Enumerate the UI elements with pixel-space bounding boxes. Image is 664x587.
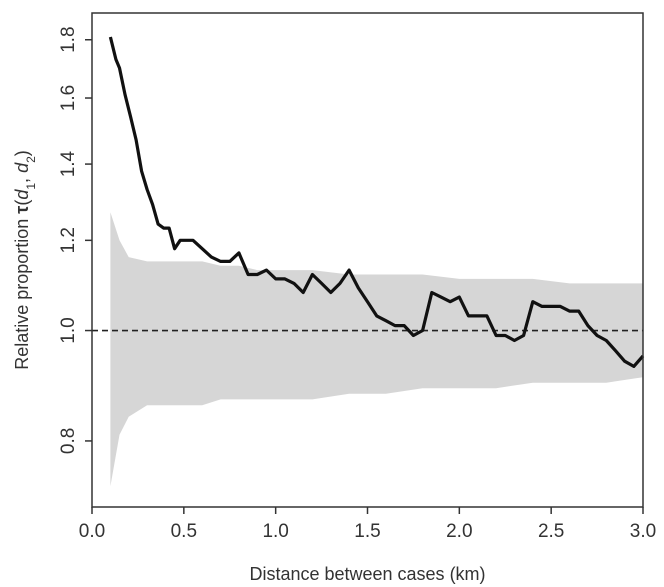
y-axis-title-prefix: Relative proportion: [12, 214, 32, 370]
x-tick-label: 1.5: [354, 521, 380, 542]
x-tick-label: 3.0: [630, 521, 656, 542]
y-tick-label: 1.8: [58, 26, 79, 52]
x-axis: 0.0 0.5 1.0 1.5 2.0 2.5 3.0: [79, 507, 656, 542]
y-axis: 0.8 1.0 1.2 1.4 1.6 1.8: [58, 26, 92, 454]
y-tick-label: 1.4: [58, 150, 79, 177]
x-axis-title: Distance between cases (km): [249, 564, 485, 584]
y-axis-title-arg1: d: [12, 189, 32, 200]
y-axis-title-comma: ,: [12, 173, 32, 183]
x-tick-label: 0.5: [171, 521, 197, 542]
x-tick-label: 2.5: [538, 521, 564, 542]
observed-series-line: [108, 36, 645, 368]
y-axis-title-paren-open: (: [12, 200, 32, 206]
plot-area: [92, 36, 645, 487]
plot-frame: [91, 12, 644, 508]
y-axis-title: Relative proportion τ(d1, d2): [12, 150, 38, 370]
x-tick-label: 2.0: [446, 521, 472, 542]
y-axis-title-sub1: 1: [24, 183, 38, 190]
y-tick-label: 0.8: [58, 428, 79, 454]
x-tick-label: 1.0: [262, 521, 288, 542]
y-axis-title-sub2: 2: [24, 156, 38, 163]
simulation-envelope: [110, 212, 643, 487]
y-axis-title-paren-close: ): [12, 150, 32, 156]
y-tick-label: 1.2: [58, 227, 79, 253]
y-tick-label: 1.0: [58, 317, 79, 343]
x-tick-label: 0.0: [79, 521, 105, 542]
y-axis-title-symbol: τ: [12, 206, 32, 214]
y-tick-label: 1.6: [58, 85, 79, 111]
y-axis-title-arg2: d: [12, 162, 32, 173]
